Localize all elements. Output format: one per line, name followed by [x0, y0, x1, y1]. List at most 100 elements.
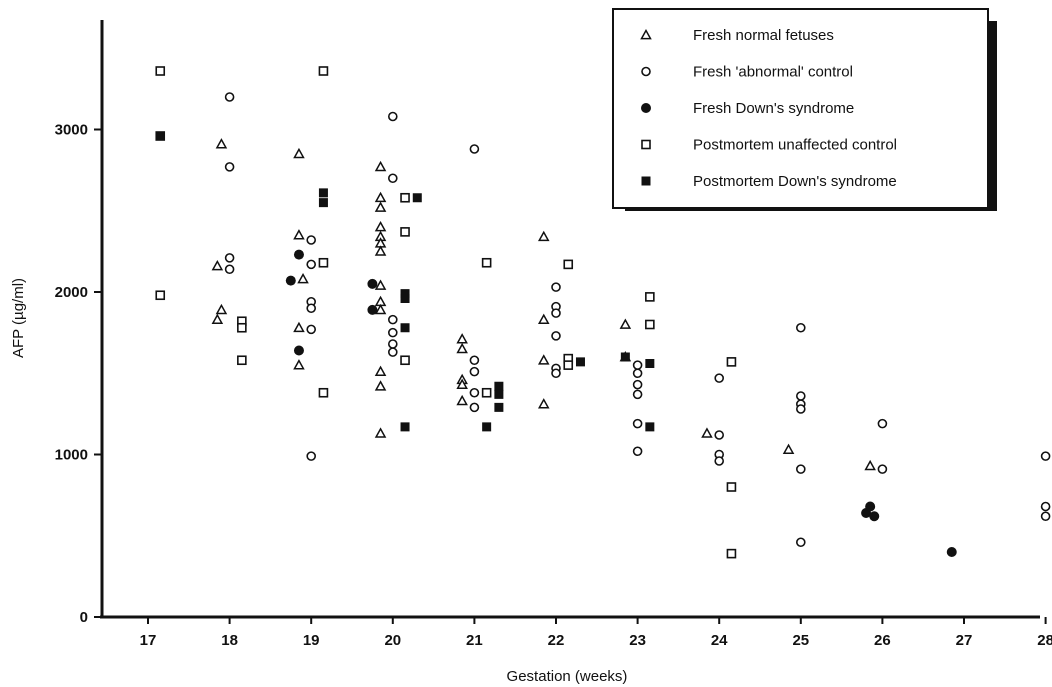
data-points	[155, 66, 1051, 559]
data-point	[400, 422, 410, 432]
data-point	[469, 402, 480, 413]
data-point	[224, 264, 235, 275]
data-point	[306, 451, 317, 461]
data-point	[237, 322, 247, 333]
data-point	[619, 318, 632, 329]
data-point	[374, 191, 387, 203]
data-point	[469, 144, 480, 154]
legend-label: Fresh Down's syndrome	[693, 100, 854, 117]
data-point	[374, 303, 387, 315]
data-point	[537, 354, 550, 365]
legend-marker-icon	[641, 66, 651, 77]
data-point	[374, 245, 387, 256]
data-point	[482, 422, 492, 432]
data-point	[865, 501, 876, 512]
data-point	[632, 446, 643, 457]
data-point	[400, 323, 410, 333]
data-point	[494, 381, 504, 391]
data-point	[155, 290, 166, 301]
data-point	[632, 418, 643, 429]
data-point	[494, 402, 504, 412]
data-point	[400, 227, 410, 237]
data-point	[946, 547, 957, 557]
data-point	[400, 289, 410, 299]
data-point	[537, 398, 550, 409]
data-point	[551, 282, 561, 292]
data-point	[456, 342, 468, 354]
data-point	[237, 355, 247, 366]
data-point	[387, 339, 398, 349]
x-tick-label: 19	[303, 632, 320, 649]
data-point	[293, 321, 305, 333]
data-point	[1040, 451, 1051, 461]
data-point	[306, 259, 317, 270]
data-point	[367, 304, 378, 315]
data-point	[374, 279, 387, 290]
data-point	[563, 360, 574, 370]
x-tick-label: 27	[956, 632, 973, 649]
data-point	[374, 427, 387, 438]
data-point	[318, 257, 329, 268]
data-point	[645, 422, 655, 432]
data-point	[387, 327, 398, 338]
x-axis-title: Gestation (weeks)	[507, 668, 628, 685]
x-tick-label: 28	[1037, 632, 1052, 649]
data-point	[575, 357, 585, 367]
data-point	[645, 292, 655, 302]
data-point	[632, 379, 643, 390]
data-point	[456, 333, 468, 344]
data-point	[632, 389, 643, 400]
legend-marker-icon	[641, 176, 651, 186]
legend-label: Postmortem unaffected control	[693, 137, 897, 154]
data-point	[387, 111, 398, 122]
data-point	[714, 373, 725, 383]
data-point	[456, 378, 468, 389]
x-tick-label: 17	[140, 632, 157, 649]
legend: Fresh normal fetuses Fresh 'abnormal' con…	[612, 8, 997, 211]
data-point	[306, 303, 317, 314]
data-point	[155, 131, 165, 141]
data-point	[1040, 501, 1051, 512]
x-tick-label: 24	[711, 632, 728, 649]
data-point	[701, 427, 713, 438]
data-point	[367, 278, 378, 289]
data-point	[456, 394, 468, 406]
data-point	[469, 366, 480, 377]
data-point	[481, 387, 492, 398]
data-point	[469, 387, 480, 398]
data-point	[215, 138, 228, 149]
ticks: 17 18 19 20 21 22 23 24 25 26 27 28 0 1000 2000 3000	[55, 122, 1052, 650]
data-point	[387, 347, 398, 357]
data-point	[293, 229, 305, 240]
data-point	[620, 352, 630, 362]
data-point	[795, 404, 806, 414]
data-point	[469, 355, 480, 366]
legend-marker-icon	[641, 103, 651, 113]
data-point	[224, 162, 235, 172]
data-point	[726, 357, 737, 367]
x-tick-label: 22	[548, 632, 565, 649]
data-point	[551, 331, 561, 341]
data-point	[864, 459, 876, 471]
legend-label: Fresh 'abnormal' control	[693, 64, 853, 81]
x-tick-label: 21	[466, 632, 483, 649]
y-tick-label: 3000	[55, 122, 88, 139]
y-tick-label: 0	[80, 609, 88, 626]
data-point	[224, 253, 235, 263]
data-point	[374, 201, 387, 212]
data-point	[374, 220, 387, 232]
data-point	[714, 430, 725, 440]
legend-box	[612, 8, 989, 209]
data-point	[714, 456, 725, 466]
data-point	[537, 230, 550, 242]
x-tick-label: 25	[792, 632, 809, 649]
data-point	[726, 482, 737, 492]
data-point	[877, 464, 888, 474]
data-point	[374, 380, 387, 391]
legend-label: Fresh normal fetuses	[693, 27, 834, 44]
data-point	[293, 147, 305, 159]
data-point	[551, 368, 561, 379]
data-point	[293, 345, 304, 356]
legend-marker-icon	[641, 139, 651, 150]
